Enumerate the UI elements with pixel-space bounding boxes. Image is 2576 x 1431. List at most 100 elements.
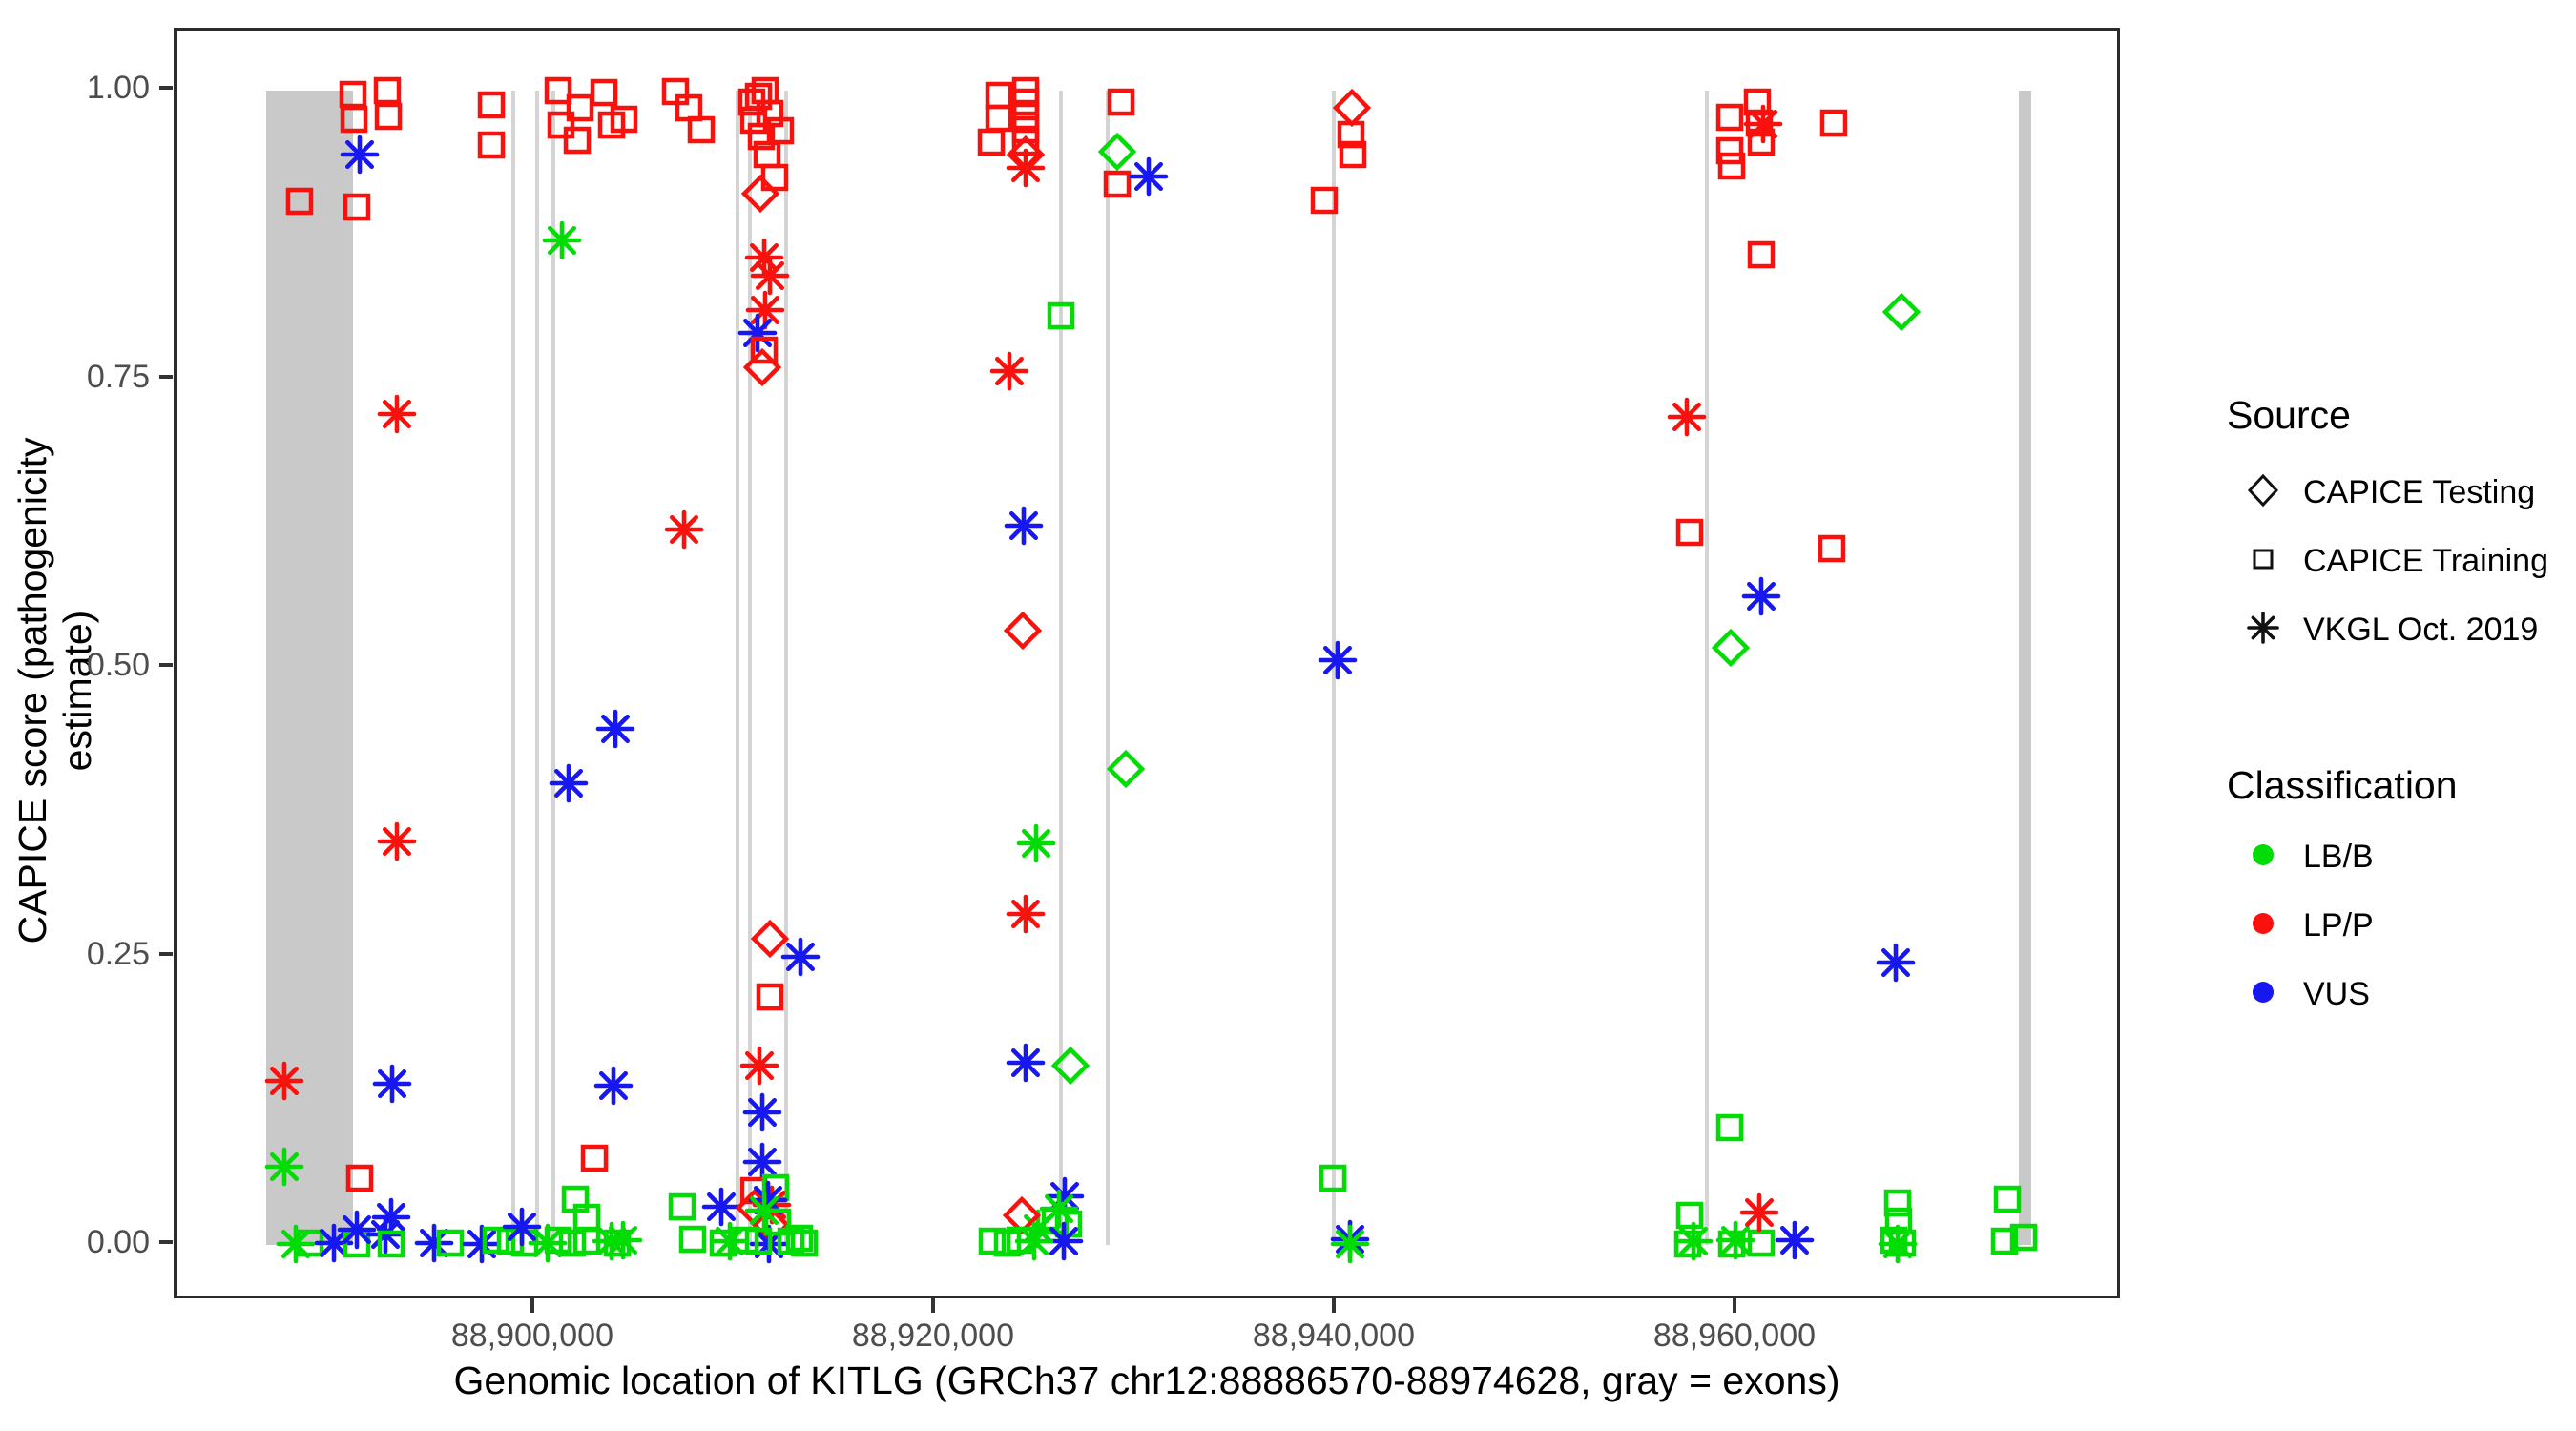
data-point (540, 104, 582, 151)
data-point (1774, 1219, 1816, 1266)
x-tick-label: 88,920,000 (851, 1317, 1014, 1354)
data-point (1013, 1220, 1055, 1267)
legend-item-label: CAPICE Testing (2303, 474, 2536, 510)
data-point (757, 1201, 799, 1248)
data-point (1096, 163, 1138, 210)
y-tick-label: 0.25 (86, 935, 150, 972)
x-tick-mark (1732, 1298, 1736, 1313)
legend-item-label: LP/P (2303, 907, 2374, 944)
data-point (1740, 234, 1782, 280)
data-point (1017, 1208, 1059, 1255)
data-point (737, 1220, 779, 1267)
blue-dot-icon (2242, 971, 2284, 1013)
data-point (672, 1218, 714, 1265)
data-point (566, 1196, 608, 1243)
data-point (1738, 1192, 1780, 1238)
data-point (740, 115, 782, 162)
data-point (370, 1223, 412, 1270)
y-tick-mark (159, 951, 173, 956)
data-point (755, 1167, 797, 1213)
legend-item-label: VUS (2303, 976, 2370, 1012)
y-tick-mark (159, 663, 173, 667)
data-point (1875, 942, 1917, 988)
data-point (1666, 396, 1708, 443)
data-point (1740, 121, 1782, 168)
data-point (1003, 505, 1045, 551)
data-point (596, 1222, 638, 1269)
data-point (1005, 893, 1047, 940)
data-point (1738, 102, 1780, 149)
data-point (1714, 1219, 1756, 1266)
data-point (754, 156, 796, 203)
data-point (1043, 1220, 1085, 1267)
x-tick-label: 88,940,000 (1252, 1317, 1415, 1354)
x-tick-label: 88,900,000 (450, 1317, 613, 1354)
data-point (1001, 1194, 1043, 1241)
data-point (537, 1219, 579, 1266)
data-point (1811, 528, 1853, 574)
data-point (413, 1222, 455, 1269)
y-tick-label: 0.75 (86, 358, 150, 395)
asterisk-icon (2242, 607, 2284, 649)
data-point (541, 219, 583, 266)
data-point (591, 104, 633, 151)
data-point (1742, 103, 1784, 150)
data-point (461, 1223, 503, 1270)
data-point (1667, 1223, 1709, 1270)
data-point (654, 71, 696, 117)
exon-band (2018, 91, 2031, 1245)
data-point (371, 1063, 413, 1110)
data-point (592, 1065, 634, 1111)
data-point (370, 1196, 412, 1243)
data-point (603, 98, 645, 145)
data-point (1034, 1200, 1076, 1247)
data-point (559, 87, 601, 134)
data-point (709, 1220, 751, 1267)
data-point (746, 134, 788, 180)
data-point (429, 1222, 471, 1269)
exon-line (534, 91, 539, 1245)
data-point (1303, 179, 1345, 226)
data-point (978, 74, 1020, 121)
data-point (1005, 121, 1047, 168)
y-axis-title: CAPICE score (pathogenicity estimate) (10, 437, 99, 944)
y-tick-label: 1.00 (86, 70, 150, 106)
data-point (737, 312, 779, 359)
exon-line (551, 91, 555, 1245)
data-point (1669, 1194, 1711, 1241)
data-point (1880, 291, 1922, 338)
x-axis-title: Genomic location of KITLG (GRCh37 chr12:… (453, 1358, 1840, 1402)
data-point (1005, 147, 1047, 194)
data-point (1128, 156, 1170, 202)
data-point (663, 508, 705, 555)
data-point (591, 1220, 633, 1267)
data-point (1813, 102, 1855, 149)
data-point (1877, 1182, 1919, 1229)
data-point (1873, 1219, 1915, 1266)
data-point (554, 1178, 596, 1225)
x-tick-label: 88,960,000 (1652, 1317, 1817, 1354)
legend-source-title: Source (2227, 393, 2351, 437)
y-tick-label: 0.00 (86, 1224, 150, 1260)
data-point (971, 1220, 1013, 1267)
data-point (747, 1179, 789, 1226)
legend-item-label: LB/B (2303, 839, 2374, 875)
data-point (1710, 627, 1752, 674)
data-point (661, 1186, 703, 1233)
exon-line (510, 91, 515, 1245)
y-tick-mark (159, 86, 173, 90)
data-point (470, 84, 512, 131)
data-point (594, 708, 636, 755)
data-point (999, 1219, 1041, 1266)
data-point (1740, 1222, 1782, 1269)
data-point (978, 97, 1020, 144)
data-point (1002, 610, 1044, 656)
data-point (783, 1222, 825, 1269)
data-point (737, 75, 779, 122)
data-point (1049, 1045, 1091, 1091)
red-dot-icon (2242, 902, 2284, 944)
data-point (987, 1222, 1028, 1269)
data-point (1709, 96, 1751, 143)
exon-line (783, 91, 788, 1245)
